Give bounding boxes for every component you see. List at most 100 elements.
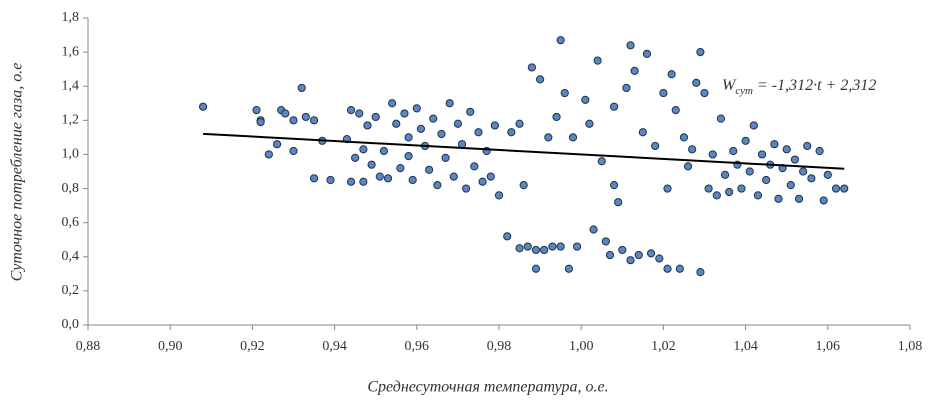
data-point bbox=[490, 121, 499, 130]
data-point bbox=[540, 245, 549, 255]
data-point bbox=[474, 128, 483, 137]
x-tick-label: 0,92 bbox=[240, 339, 265, 354]
data-point bbox=[729, 146, 738, 156]
data-point bbox=[375, 172, 384, 181]
data-point bbox=[531, 245, 541, 255]
data-point bbox=[198, 102, 208, 111]
data-point bbox=[301, 112, 310, 122]
data-point bbox=[519, 181, 528, 190]
data-point bbox=[774, 194, 783, 203]
data-point bbox=[515, 119, 524, 128]
data-point bbox=[552, 112, 561, 122]
data-point bbox=[425, 165, 434, 174]
data-point bbox=[840, 184, 849, 193]
data-point bbox=[351, 153, 360, 162]
data-point bbox=[609, 102, 619, 111]
data-point bbox=[626, 256, 635, 265]
x-axis-label: Среднесуточная температура, о.е. bbox=[367, 379, 608, 396]
data-point bbox=[462, 184, 471, 193]
data-point bbox=[404, 152, 413, 161]
data-point bbox=[614, 198, 623, 207]
data-point bbox=[585, 119, 594, 128]
data-point bbox=[634, 250, 643, 260]
data-point bbox=[441, 153, 450, 162]
data-point bbox=[383, 174, 393, 183]
data-point bbox=[289, 116, 298, 125]
data-point bbox=[671, 106, 680, 115]
data-point bbox=[630, 66, 639, 75]
y-tick-label: 0,0 bbox=[62, 317, 80, 332]
data-point bbox=[589, 225, 598, 234]
data-point bbox=[799, 167, 808, 176]
data-point bbox=[515, 244, 524, 253]
y-tick-label: 0,4 bbox=[62, 249, 80, 264]
y-tick-label: 0,2 bbox=[62, 283, 80, 298]
data-point bbox=[379, 146, 389, 156]
data-point bbox=[597, 157, 606, 166]
data-point bbox=[815, 146, 824, 156]
x-tick-label: 1,02 bbox=[651, 339, 676, 354]
data-point bbox=[388, 99, 397, 108]
data-point bbox=[392, 119, 401, 128]
data-point bbox=[252, 106, 261, 115]
data-point bbox=[503, 232, 512, 241]
data-point bbox=[346, 106, 356, 115]
data-point bbox=[762, 175, 771, 185]
x-tick-label: 1,06 bbox=[816, 339, 841, 354]
data-point bbox=[642, 49, 652, 58]
data-point bbox=[831, 184, 841, 193]
trend-equation: Wсут = -1,312·t + 2,312 bbox=[722, 77, 876, 97]
data-point bbox=[720, 170, 730, 180]
data-point bbox=[601, 237, 610, 246]
data-point bbox=[309, 174, 319, 183]
data-point bbox=[618, 245, 627, 255]
data-point bbox=[696, 268, 705, 277]
x-tick-label: 1,00 bbox=[569, 339, 594, 354]
equation-rest: = -1,312·t + 2,312 bbox=[753, 77, 876, 94]
data-point bbox=[626, 41, 635, 50]
data-point bbox=[363, 121, 372, 130]
x-tick-label: 0,88 bbox=[76, 339, 101, 354]
data-point bbox=[531, 264, 541, 273]
y-tick-label: 1,8 bbox=[62, 10, 80, 25]
data-point bbox=[700, 88, 709, 98]
data-point bbox=[437, 129, 446, 139]
data-point bbox=[757, 150, 767, 159]
data-point bbox=[823, 170, 832, 180]
x-tick-label: 1,04 bbox=[733, 339, 758, 354]
data-point bbox=[272, 140, 282, 149]
data-point bbox=[737, 184, 746, 193]
data-point bbox=[675, 264, 684, 273]
data-point bbox=[572, 242, 582, 251]
data-point bbox=[663, 264, 672, 273]
data-point bbox=[716, 114, 726, 123]
data-point bbox=[309, 116, 319, 125]
data-point bbox=[445, 99, 454, 108]
data-point bbox=[749, 121, 758, 130]
data-point bbox=[408, 175, 417, 185]
data-point bbox=[264, 150, 273, 159]
data-point bbox=[355, 109, 364, 118]
y-axis-label: Суточное потребление газа, о.е bbox=[9, 63, 26, 282]
data-point bbox=[782, 145, 791, 154]
data-point bbox=[536, 75, 545, 84]
data-point bbox=[470, 162, 479, 171]
data-point bbox=[704, 184, 713, 193]
data-point bbox=[416, 124, 426, 133]
equation-symbol: W bbox=[722, 77, 737, 94]
data-point bbox=[663, 184, 672, 193]
y-tick-label: 1,2 bbox=[62, 113, 80, 128]
data-point bbox=[326, 175, 335, 185]
data-point bbox=[433, 181, 442, 190]
y-tick-label: 1,0 bbox=[62, 147, 80, 162]
data-point bbox=[457, 140, 467, 149]
data-point bbox=[609, 181, 619, 190]
data-point bbox=[346, 177, 356, 186]
data-point bbox=[696, 48, 705, 57]
data-point bbox=[494, 191, 504, 200]
data-point bbox=[651, 141, 660, 151]
data-point bbox=[622, 83, 631, 93]
data-point bbox=[453, 119, 462, 128]
data-point bbox=[712, 191, 721, 200]
